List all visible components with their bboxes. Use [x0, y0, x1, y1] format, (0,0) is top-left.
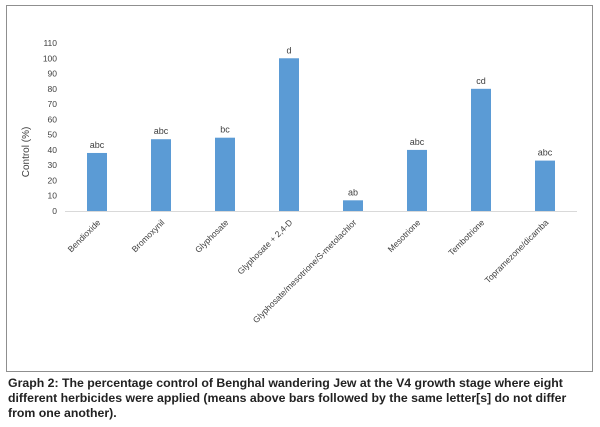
x-tick-label-5: Glyphosate/mesotrione/S-metolachlor: [251, 217, 359, 325]
x-tick-label-6: Mesotrione: [386, 217, 423, 254]
bar-letter-4: d: [286, 45, 291, 55]
y-axis-title: Control (%): [21, 127, 32, 178]
y-tick-label-40: 40: [48, 145, 58, 155]
bar-letter-1: abc: [90, 140, 105, 150]
y-tick-label-0: 0: [52, 206, 57, 216]
figure-caption: Graph 2: The percentage control of Bengh…: [8, 376, 567, 420]
y-tick-label-70: 70: [48, 99, 58, 109]
x-axis: Bendioxide Bromoxynil Glyphosate Glyphosate…: [65, 211, 577, 325]
x-tick-label-3: Glyphosate: [193, 217, 231, 255]
bar-letter-2: abc: [154, 126, 169, 136]
bar-letter-6: abc: [410, 137, 425, 147]
chart-frame: 0 10 20 30 40 50 60 70 80 90 100 110 abc abc bc d ab abc…: [6, 5, 593, 372]
bars: [87, 58, 555, 211]
y-tick-label-100: 100: [43, 53, 57, 63]
y-tick-label-110: 110: [43, 38, 57, 48]
x-tick-label-2: Bromoxynil: [130, 217, 167, 254]
x-tick-label-8: Topramezone/dicamba: [483, 217, 551, 285]
bar-8: [535, 160, 555, 211]
y-tick-label-10: 10: [48, 191, 58, 201]
significance-letters: abc abc bc d ab abc cd abc: [90, 45, 553, 197]
bar-letter-5: ab: [348, 187, 358, 197]
y-tick-label-30: 30: [48, 160, 58, 170]
y-tick-label-20: 20: [48, 175, 58, 185]
bar-5: [343, 200, 363, 211]
x-tick-label-1: Bendioxide: [66, 217, 103, 254]
y-tick-label-60: 60: [48, 114, 58, 124]
y-tick-label-50: 50: [48, 130, 58, 140]
bar-3: [215, 137, 235, 211]
y-tick-label-80: 80: [48, 84, 58, 94]
x-tick-label-7: Tembotrione: [446, 217, 486, 257]
y-tick-label-90: 90: [48, 69, 58, 79]
bar-6: [407, 149, 427, 211]
bar-letter-7: cd: [476, 76, 486, 86]
bar-7: [471, 88, 491, 211]
x-tick-label-4: Glyphosate + 2,4-D: [235, 217, 294, 276]
bar-1: [87, 152, 107, 211]
bar-4: [279, 58, 299, 211]
bar-letter-3: bc: [220, 125, 230, 135]
y-axis: 0 10 20 30 40 50 60 70 80 90 100 110: [43, 38, 57, 216]
bar-letter-8: abc: [538, 148, 553, 158]
bar-2: [151, 139, 171, 211]
